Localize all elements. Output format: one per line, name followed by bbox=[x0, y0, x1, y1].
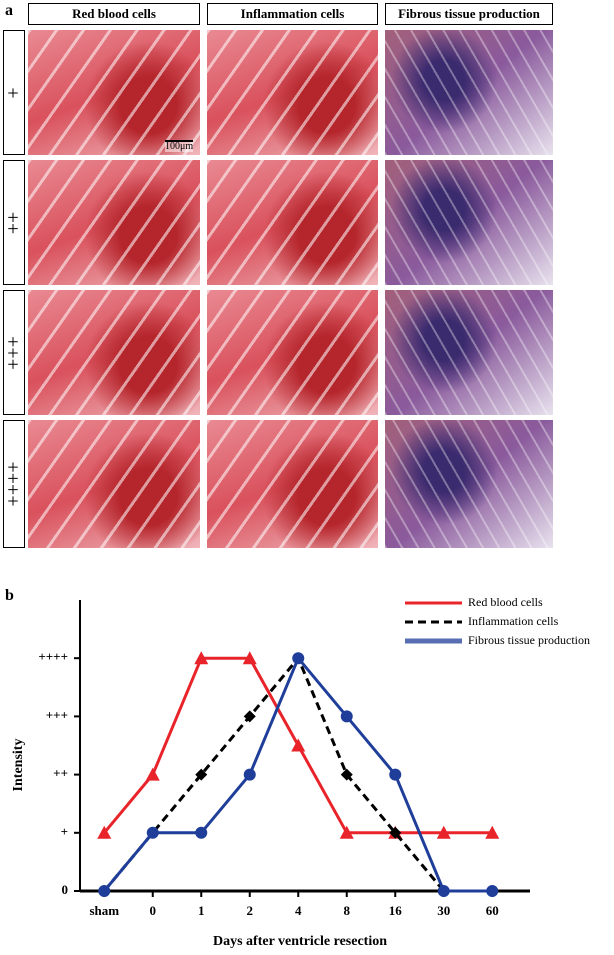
x-tick-label: 1 bbox=[198, 903, 205, 918]
histology-image bbox=[28, 290, 200, 415]
y-tick-label: +++ bbox=[46, 707, 68, 722]
series-line bbox=[103, 655, 493, 893]
panel-label: a bbox=[5, 2, 13, 19]
data-point bbox=[340, 710, 353, 723]
histology-image bbox=[207, 420, 378, 548]
scale-bar: 100μm bbox=[165, 140, 194, 152]
data-point bbox=[291, 738, 306, 752]
data-point bbox=[98, 885, 111, 897]
row-label-box: ++ bbox=[3, 160, 25, 285]
x-axis-label: Days after ventricle resection bbox=[213, 934, 387, 949]
histology-image bbox=[207, 30, 378, 155]
histology-image bbox=[385, 160, 553, 285]
histology-image bbox=[28, 30, 200, 155]
y-tick-label: 0 bbox=[62, 882, 69, 897]
data-point bbox=[195, 826, 208, 839]
histology-image bbox=[28, 420, 200, 548]
row-label: +++ bbox=[2, 335, 25, 370]
y-axis-label: Intensity bbox=[11, 739, 26, 792]
histology-image bbox=[385, 420, 553, 548]
data-point bbox=[486, 885, 499, 897]
x-tick-label: 60 bbox=[486, 903, 499, 918]
data-point bbox=[97, 825, 112, 839]
legend-label: Red blood cells bbox=[468, 595, 543, 609]
y-tick-label: + bbox=[61, 824, 68, 839]
row-label: + bbox=[2, 86, 25, 99]
series-line bbox=[103, 655, 493, 893]
data-point bbox=[339, 825, 354, 839]
x-tick-label: 2 bbox=[247, 903, 254, 918]
histology-image bbox=[385, 30, 553, 155]
data-point bbox=[195, 768, 208, 781]
row-label-box: + bbox=[3, 30, 25, 155]
column-header: Fibrous tissue production bbox=[385, 3, 553, 25]
row-label: ++++ bbox=[2, 461, 25, 507]
x-tick-label: 0 bbox=[150, 903, 157, 918]
histology-image bbox=[207, 160, 378, 285]
legend-label: Inflammation cells bbox=[468, 614, 559, 628]
data-point bbox=[340, 768, 353, 781]
data-point bbox=[437, 885, 450, 897]
histology-image bbox=[385, 290, 553, 415]
data-point bbox=[292, 652, 305, 665]
row-label: ++ bbox=[2, 211, 25, 234]
x-tick-label: 8 bbox=[344, 903, 351, 918]
x-tick-label: 4 bbox=[295, 903, 302, 918]
data-point bbox=[194, 651, 209, 665]
data-point bbox=[243, 768, 256, 781]
data-point bbox=[145, 767, 160, 781]
data-point bbox=[389, 768, 402, 781]
column-header: Red blood cells bbox=[28, 3, 200, 25]
data-point bbox=[243, 710, 256, 723]
histology-image bbox=[28, 160, 200, 285]
data-point bbox=[389, 826, 402, 839]
legend-label: Fibrous tissue production bbox=[468, 633, 590, 647]
y-tick-label: ++++ bbox=[38, 649, 68, 664]
data-point bbox=[485, 825, 500, 839]
row-label-box: ++++ bbox=[3, 420, 25, 548]
panel-label: b bbox=[5, 587, 14, 604]
x-tick-label: 16 bbox=[389, 903, 403, 918]
x-tick-label: sham bbox=[89, 903, 119, 918]
data-point bbox=[242, 651, 257, 665]
histology-image bbox=[207, 290, 378, 415]
y-tick-label: ++ bbox=[53, 766, 68, 781]
x-tick-label: 30 bbox=[437, 903, 450, 918]
row-label-box: +++ bbox=[3, 290, 25, 415]
chart: b Days after ventricle resection Intensi… bbox=[5, 587, 590, 949]
data-point bbox=[146, 826, 159, 839]
column-header: Inflammation cells bbox=[207, 3, 378, 25]
data-point bbox=[436, 825, 451, 839]
